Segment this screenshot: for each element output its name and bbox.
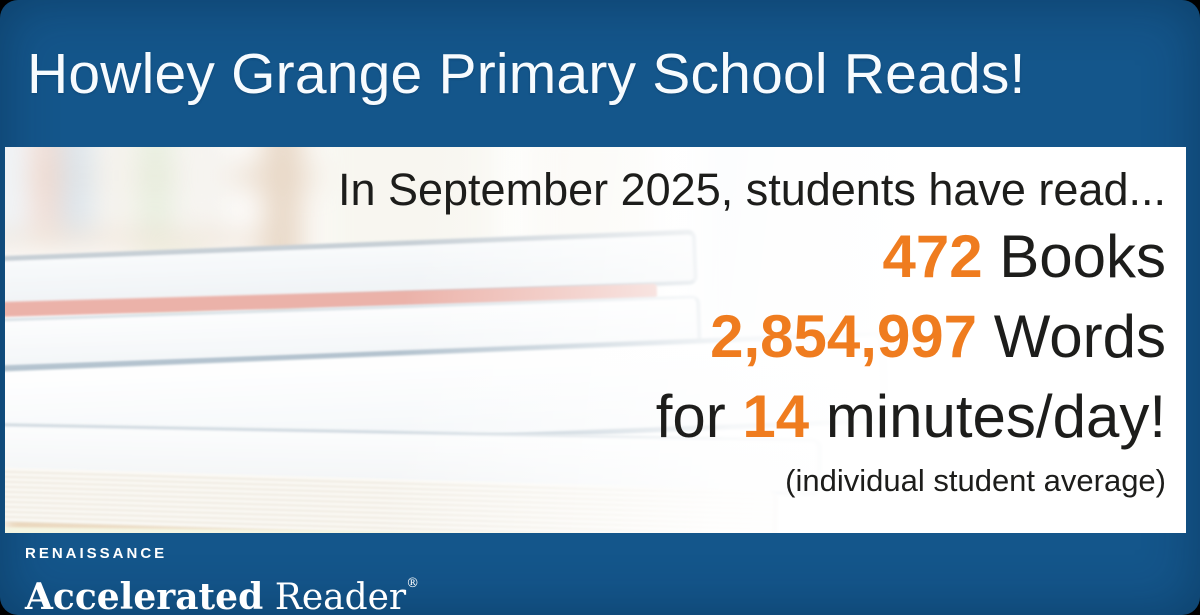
- logo-regular-part: Reader: [263, 577, 407, 615]
- renaissance-wordmark: RENAISSANCE: [25, 545, 168, 562]
- banner-footer: RENAISSANCE Accelerated Reader®: [0, 533, 1200, 615]
- stat-books: 472 Books: [338, 217, 1166, 297]
- stat-minutes-prefix: for: [655, 383, 743, 450]
- intro-line: In September 2025, students have read...: [337, 164, 1166, 215]
- logo-bold-part: Accelerated: [25, 576, 264, 615]
- banner-header: Howley Grange Primary School Reads!: [0, 0, 1200, 147]
- banner-title: Howley Grange Primary School Reads!: [27, 41, 1026, 106]
- accelerated-reader-logo: Accelerated Reader®: [25, 564, 1200, 615]
- books-photo: [5, 147, 1186, 533]
- stat-footnote: (individual student average): [785, 463, 1166, 498]
- stat-minutes: for 14 minutes/day!: [338, 377, 1166, 457]
- stat-books-label: Books: [982, 223, 1166, 290]
- registered-trademark-symbol: ®: [406, 576, 420, 591]
- stat-minutes-value: 14: [742, 383, 810, 450]
- stat-words: 2,854,997 Words: [338, 297, 1166, 377]
- stat-minutes-label: minutes/day!: [809, 383, 1166, 450]
- stats-block: In September 2025, students have read...…: [338, 147, 1166, 501]
- content-panel: In September 2025, students have read...…: [5, 147, 1186, 533]
- stat-books-value: 472: [882, 223, 983, 290]
- stat-words-label: Words: [977, 303, 1166, 370]
- white-fade-overlay: [5, 147, 1186, 533]
- stat-words-value: 2,854,997: [710, 303, 978, 370]
